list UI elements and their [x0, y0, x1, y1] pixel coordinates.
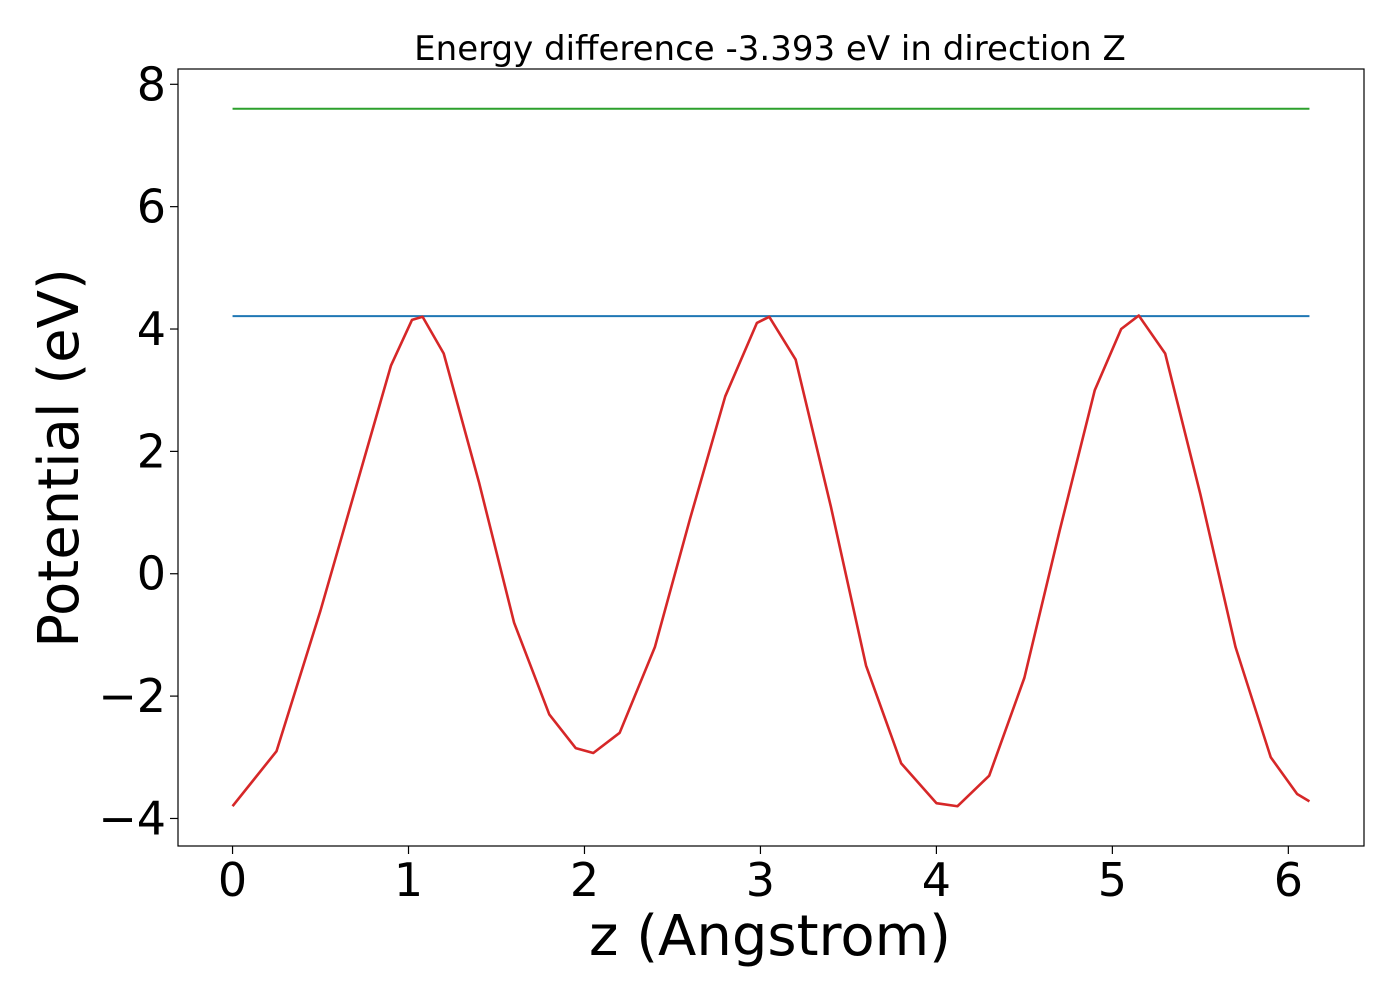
plot-frame — [177, 68, 1365, 847]
y-tick-label: −2 — [98, 669, 166, 723]
chart-title: Energy difference -3.393 eV in direction… — [414, 29, 1126, 69]
x-tick-label: 3 — [746, 853, 775, 907]
x-axis-label: z (Angstrom) — [589, 904, 951, 969]
x-tick-label: 0 — [218, 853, 247, 907]
x-tick-label: 4 — [922, 853, 951, 907]
y-tick-label: −4 — [98, 791, 166, 845]
x-tick-label: 1 — [394, 853, 423, 907]
x-tick-label: 6 — [1274, 853, 1303, 907]
y-axis-ticks: −4 −2 0 2 4 6 8 — [98, 57, 178, 845]
y-axis-label: Potential (eV) — [27, 268, 92, 648]
potential-curve — [231, 314, 1311, 808]
y-tick-label: 8 — [137, 57, 166, 111]
y-tick-label: 6 — [137, 180, 166, 234]
y-tick-label: 4 — [137, 302, 166, 356]
series-layer — [231, 107, 1311, 808]
y-tick-label: 0 — [137, 547, 166, 601]
y-tick-label: 2 — [137, 424, 166, 478]
x-tick-label: 2 — [570, 853, 599, 907]
x-tick-label: 5 — [1098, 853, 1127, 907]
x-axis-ticks: 0 1 2 3 4 5 6 — [218, 846, 1303, 907]
